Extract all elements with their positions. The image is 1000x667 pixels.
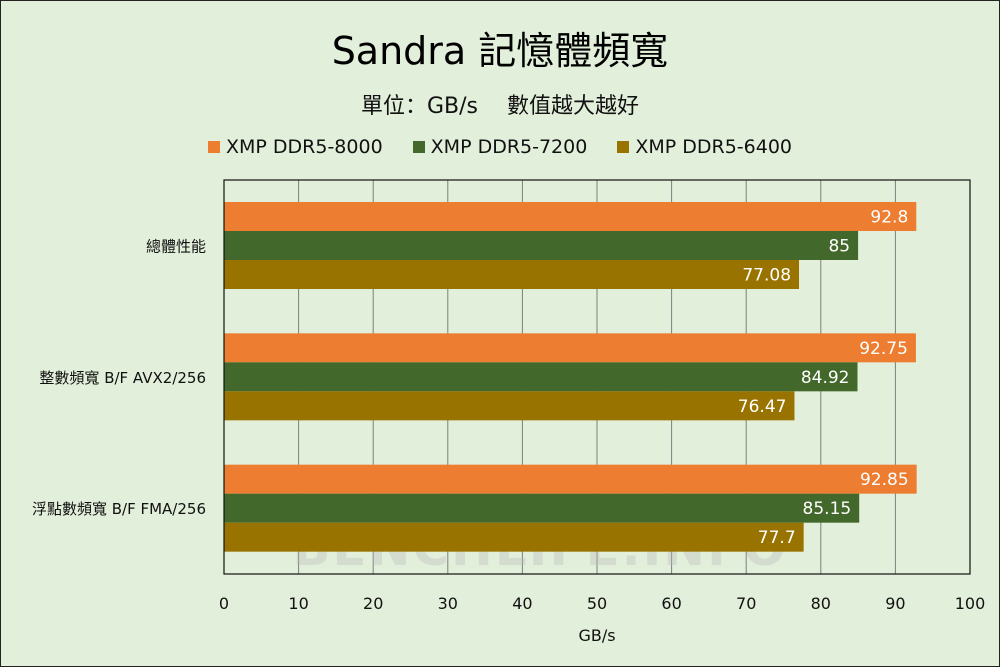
x-tick-label: 50 (587, 594, 607, 613)
bar (224, 362, 858, 392)
x-tick-label: 80 (811, 594, 831, 613)
data-label: 84.92 (801, 368, 850, 388)
legend-swatch (207, 141, 220, 153)
bar (224, 493, 860, 523)
data-label: 76.47 (738, 397, 787, 417)
plot-area (223, 179, 971, 575)
x-tick-label: 20 (363, 594, 383, 613)
data-label: 92.8 (870, 208, 908, 228)
data-label: 85 (828, 237, 850, 257)
x-tick-label: 90 (885, 594, 905, 613)
data-label: 77.08 (742, 266, 791, 286)
category-label: 整數頻寬 B/F AVX2/256 (39, 369, 206, 387)
legend-label: XMP DDR5-6400 (635, 136, 792, 158)
legend-swatch (412, 141, 425, 153)
legend-swatch (617, 141, 630, 153)
x-tick-label: 100 (955, 594, 986, 613)
x-tick-label: 40 (512, 594, 532, 613)
legend: XMP DDR5-8000 XMP DDR5-7200 XMP DDR5-640… (0, 136, 1000, 158)
x-tick-label: 70 (736, 594, 756, 613)
x-axis-title: GB/s (578, 626, 615, 645)
chart-subtitle: 單位：GB/s 數值越大越好 (360, 94, 639, 119)
data-label: 85.15 (803, 499, 852, 519)
data-label: 92.75 (859, 339, 908, 359)
legend-label: XMP DDR5-7200 (430, 136, 588, 158)
x-tick-label: 0 (219, 594, 229, 613)
category-label: 總體性能 (146, 238, 206, 256)
x-tick-label: 60 (661, 594, 681, 613)
bar (224, 231, 859, 260)
data-label: 92.85 (860, 470, 909, 490)
bar (224, 391, 795, 421)
bar (224, 333, 916, 363)
legend-item-ddr5-7200: XMP DDR5-7200 (412, 136, 588, 158)
chart-title: Sandra 記憶體頻寬 (331, 29, 669, 73)
legend-item-ddr5-6400: XMP DDR5-6400 (617, 136, 792, 158)
x-tick-label: 10 (288, 594, 308, 613)
bar (224, 202, 917, 231)
bar (224, 522, 804, 552)
legend-item-ddr5-8000: XMP DDR5-8000 (207, 136, 383, 158)
data-label: 77.7 (758, 528, 796, 548)
bar (224, 260, 800, 289)
legend-label: XMP DDR5-8000 (225, 136, 383, 158)
x-tick-label: 30 (438, 594, 458, 613)
bar (224, 464, 917, 494)
category-label: 浮點數頻寬 B/F FMA/256 (32, 500, 206, 518)
